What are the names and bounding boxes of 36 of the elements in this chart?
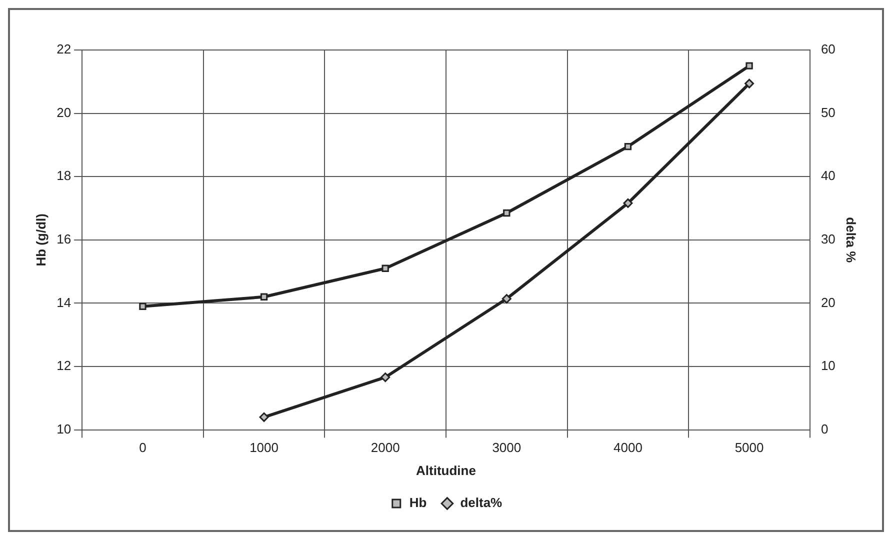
- y2-tick-label: 50: [820, 104, 836, 120]
- x-tick-label: 0: [139, 440, 146, 456]
- y2-tick-label: 20: [820, 294, 836, 310]
- y-tick-label: 16: [56, 231, 72, 246]
- point: [744, 78, 754, 88]
- y2-axis-title: delta %: [844, 217, 859, 264]
- point: [260, 293, 268, 300]
- y2-tick-label: 0: [820, 421, 828, 436]
- y-tick-label: 22: [56, 42, 72, 57]
- point: [139, 302, 146, 310]
- point: [746, 62, 753, 70]
- point: [382, 264, 389, 272]
- legend-label: delta%: [460, 495, 503, 510]
- point: [623, 198, 633, 208]
- x-tick-label: 2000: [370, 440, 400, 456]
- point: [503, 209, 510, 217]
- y-tick-label: 10: [56, 421, 72, 436]
- y-tick-label: 20: [56, 104, 72, 120]
- point: [259, 412, 269, 422]
- y-tick-label: 18: [56, 168, 72, 184]
- y-tick-label: 12: [56, 358, 72, 374]
- x-axis-title: Altitudine: [416, 462, 476, 478]
- y-tick-label: 14: [56, 294, 72, 310]
- point: [380, 372, 390, 382]
- y-axis-title: Hb (g/dl): [33, 214, 48, 266]
- x-tick-label: 4000: [614, 440, 642, 456]
- y2-tick-label: 30: [820, 231, 836, 246]
- y2-tick-label: 40: [820, 168, 836, 184]
- x-tick-label: 1000: [250, 440, 278, 456]
- x-tick-label: 3000: [492, 440, 522, 456]
- legend-label: Hb: [409, 495, 427, 510]
- point: [624, 142, 632, 150]
- point: [502, 294, 512, 304]
- y2-tick-label: 10: [820, 358, 836, 374]
- x-tick-label: 5000: [734, 440, 764, 456]
- y2-tick-label: 60: [820, 42, 836, 57]
